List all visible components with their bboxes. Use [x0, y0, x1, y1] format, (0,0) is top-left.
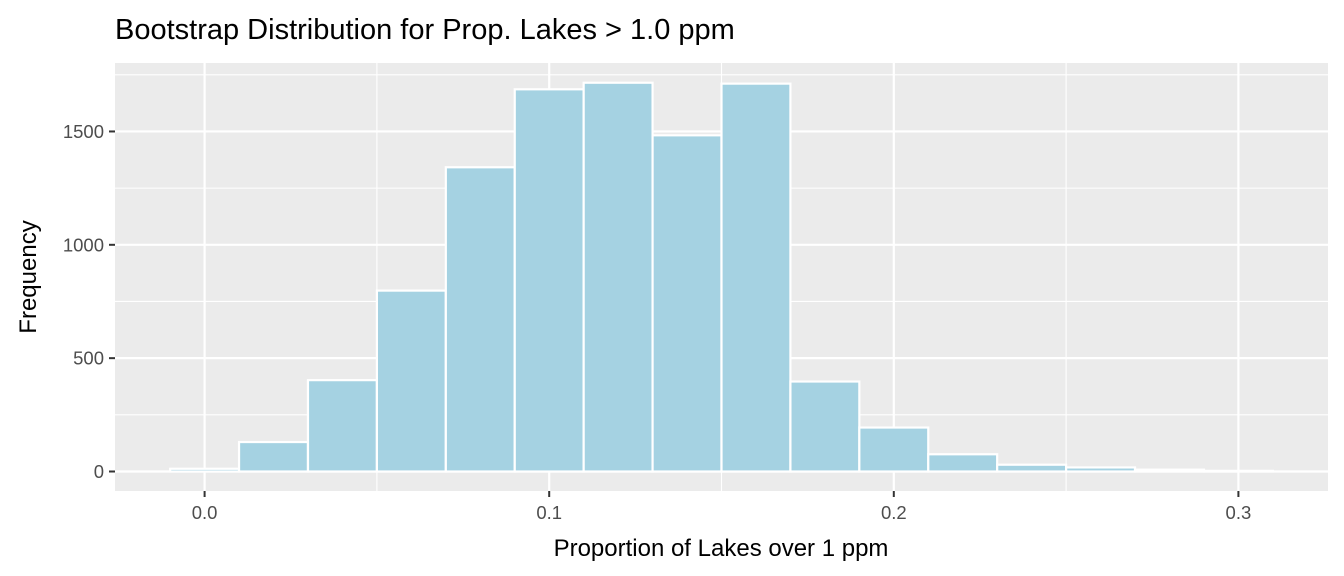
x-axis-title: Proportion of Lakes over 1 ppm: [554, 535, 889, 562]
y-tick-label: 1500: [63, 121, 104, 142]
histogram-bar: [582, 81, 654, 473]
histogram-bar: [306, 379, 378, 473]
histogram-bar: [1133, 468, 1206, 473]
histogram-bar: [169, 467, 241, 473]
histogram-bar: [651, 134, 723, 473]
y-axis-title: Frequency: [15, 220, 42, 333]
histogram-bar: [996, 463, 1068, 473]
x-tick-label: 0.2: [881, 502, 907, 523]
histogram-bar: [444, 166, 516, 473]
histogram-bar: [927, 453, 999, 473]
x-tick-label: 0.3: [1226, 502, 1252, 523]
histogram-bar: [858, 426, 930, 473]
histogram-bar: [789, 380, 861, 473]
histogram-bar: [513, 88, 585, 473]
histogram-bar: [375, 289, 447, 473]
histogram-bar: [720, 82, 792, 473]
axes: 0.0 0.1 0.2 0.3 0 500 1000 1500: [63, 121, 1251, 523]
histogram-bar: [1202, 469, 1274, 473]
histogram-bar: [1065, 466, 1137, 473]
x-tick-label: 0.1: [536, 502, 562, 523]
y-tick-label: 0: [94, 461, 104, 482]
y-tick-label: 1000: [63, 234, 104, 255]
histogram-bars: [169, 81, 1274, 473]
x-tick-label: 0.0: [192, 502, 218, 523]
chart-title: Bootstrap Distribution for Prop. Lakes >…: [115, 14, 735, 46]
histogram-bar: [237, 440, 310, 473]
y-tick-label: 500: [73, 348, 104, 369]
